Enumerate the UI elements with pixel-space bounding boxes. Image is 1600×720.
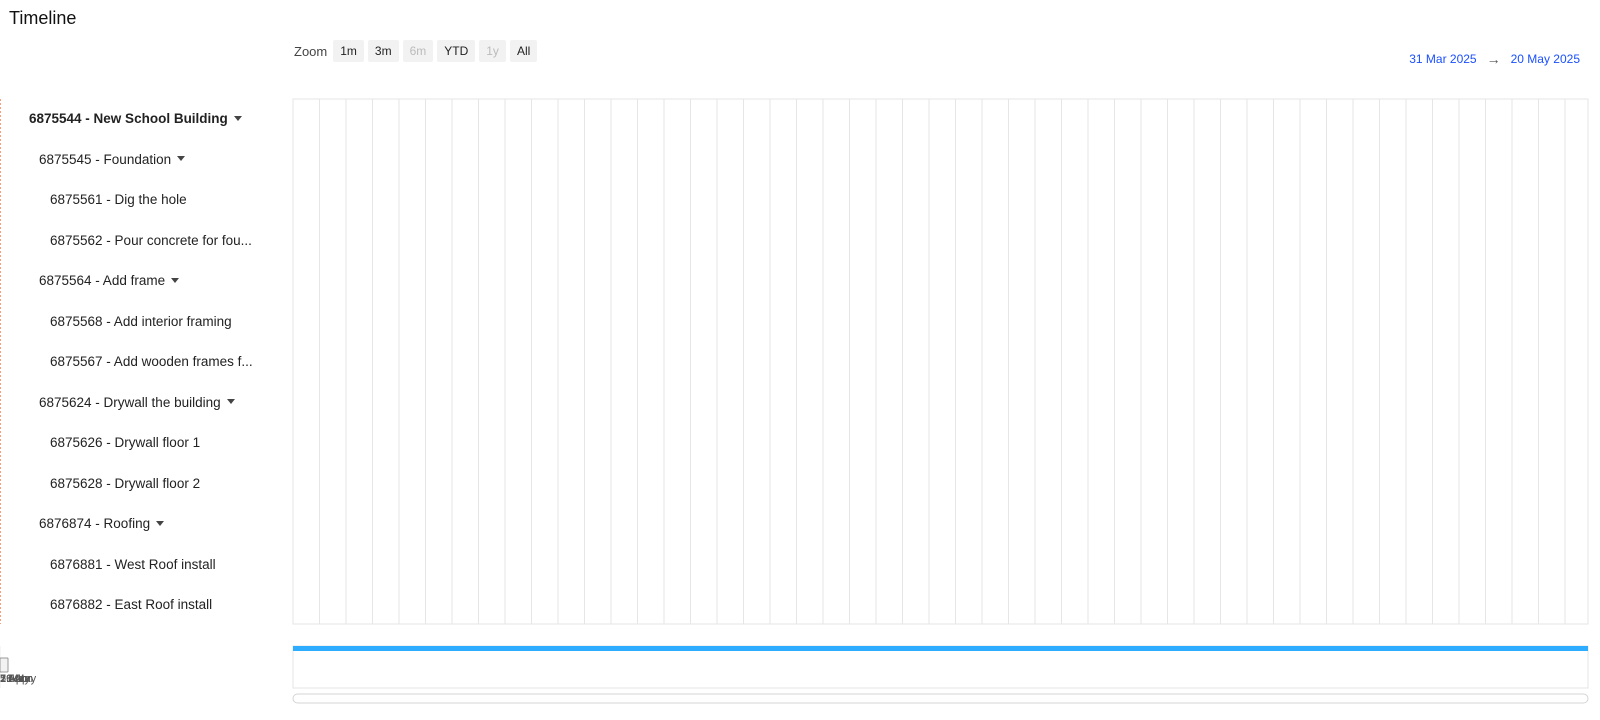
task-label-text: 6875545 - Foundation [39, 151, 172, 167]
navigator-tick-label: 19 May [0, 673, 37, 685]
range-arrow-icon: → [1486, 51, 1501, 67]
zoom-ytd-button[interactable]: YTD [437, 40, 476, 62]
task-label-text: 6875568 - Add interior framing [50, 313, 232, 329]
zoom-6m-button: 6m [402, 40, 434, 62]
caret-down-icon[interactable] [156, 520, 165, 526]
task-label[interactable]: 6875626 - Drywall floor 1 [50, 433, 200, 453]
date-range: 31 Mar 2025 → 20 May 2025 [1409, 51, 1580, 67]
task-label-text: 6875544 - New School Building [29, 111, 228, 126]
task-label-text: 6875564 - Add frame [39, 273, 166, 288]
zoom-3m-button[interactable]: 3m [367, 40, 399, 62]
task-label[interactable]: 6875562 - Pour concrete for fou... [50, 231, 252, 251]
task-label[interactable]: 6875544 - New School Building [29, 109, 242, 129]
navigator-area [292, 645, 1589, 689]
task-label[interactable]: 6875564 - Add frame [39, 271, 180, 291]
task-label[interactable]: 6875545 - Foundation [39, 150, 186, 170]
task-label-text: 6875561 - Dig the hole [50, 192, 187, 207]
task-label[interactable]: 6876874 - Roofing [39, 514, 165, 534]
zoom-1m-button[interactable]: 1m [333, 40, 364, 62]
task-label[interactable]: 6875624 - Drywall the building [39, 393, 235, 413]
task-label-text: 6876874 - Roofing [39, 516, 151, 531]
navigator-handle[interactable] [0, 657, 9, 673]
scrollbar-track[interactable] [292, 693, 1589, 704]
caret-down-icon[interactable] [171, 277, 180, 283]
navigator-tick-label: 2 Jun [0, 673, 27, 685]
zoom-label: Zoom [294, 43, 328, 59]
zoom-1y-button: 1y [479, 40, 506, 62]
task-label[interactable]: 6875568 - Add interior framing [50, 312, 232, 332]
navigator-series-bar [293, 646, 1588, 651]
task-label[interactable]: 6875561 - Dig the hole [50, 190, 187, 210]
task-label[interactable]: 6875628 - Drywall floor 2 [50, 474, 200, 494]
navigator-tick-label: 16 Jun [0, 673, 33, 685]
task-label-text: 6875562 - Pour concrete for fou... [50, 232, 252, 248]
navigator-tick-label: 21 Apr [0, 673, 32, 685]
caret-down-icon[interactable] [177, 156, 186, 162]
task-label-text: 6876882 - East Roof install [50, 597, 213, 612]
navigator-tick-label: 5 May [0, 673, 30, 685]
task-label-text: 6875567 - Add wooden frames f... [50, 354, 253, 369]
task-label-text: 6875626 - Drywall floor 1 [50, 435, 201, 450]
task-label[interactable]: 6876882 - East Roof install [50, 595, 212, 615]
task-label[interactable]: 6876881 - West Roof install [50, 555, 216, 575]
navigator-tick-label: 7 Apr [0, 673, 26, 685]
zoom-toolbar: Zoom 1m 3m 6m YTD 1y All [294, 40, 541, 62]
task-label-text: 6876881 - West Roof install [50, 556, 216, 572]
zoom-all-button[interactable]: All [509, 40, 538, 62]
task-label-text: 6875624 - Drywall the building [39, 394, 221, 410]
caret-down-icon[interactable] [233, 115, 242, 121]
task-label-text: 6875628 - Drywall floor 2 [50, 475, 201, 491]
page-title: Timeline [9, 8, 77, 28]
plot-area [292, 98, 1589, 625]
range-end-date[interactable]: 20 May 2025 [1510, 52, 1580, 66]
caret-down-icon[interactable] [226, 399, 235, 405]
task-label[interactable]: 6875567 - Add wooden frames f... [50, 352, 253, 372]
range-start-date[interactable]: 31 Mar 2025 [1409, 52, 1477, 66]
